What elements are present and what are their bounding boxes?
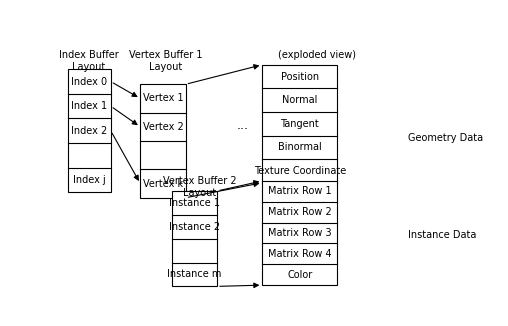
Bar	[262, 65, 337, 183]
Text: Vertex 1: Vertex 1	[143, 94, 183, 103]
Text: Geometry Data: Geometry Data	[408, 133, 483, 143]
Bar	[68, 69, 111, 192]
Text: Vertex Buffer 1
Layout: Vertex Buffer 1 Layout	[129, 51, 203, 72]
Text: Index 0: Index 0	[72, 77, 108, 86]
Text: Color: Color	[287, 270, 312, 280]
Text: Matrix Row 3: Matrix Row 3	[268, 228, 332, 238]
Text: (exploded view): (exploded view)	[278, 51, 357, 60]
Text: Matrix Row 2: Matrix Row 2	[268, 207, 332, 217]
Text: Instance m: Instance m	[167, 270, 221, 279]
Text: Instance Data: Instance Data	[408, 230, 477, 240]
Text: Index 1: Index 1	[72, 101, 108, 111]
Text: Binormal: Binormal	[278, 142, 322, 152]
Text: Instance 1: Instance 1	[169, 198, 220, 208]
Text: Index Buffer
Layout: Index Buffer Layout	[59, 51, 119, 72]
Text: Vertex 2: Vertex 2	[143, 122, 183, 132]
Text: Index j: Index j	[73, 175, 106, 185]
Bar	[262, 181, 337, 285]
Text: Vertex Buffer 2
Layout: Vertex Buffer 2 Layout	[163, 176, 236, 198]
Text: Index 2: Index 2	[71, 126, 108, 136]
Text: Position: Position	[280, 71, 319, 82]
Text: Texture Coordinate: Texture Coordinate	[253, 166, 346, 176]
Text: Matrix Row 1: Matrix Row 1	[268, 186, 332, 196]
Text: Instance 2: Instance 2	[169, 222, 220, 232]
Text: Normal: Normal	[282, 95, 318, 105]
Text: Matrix Row 4: Matrix Row 4	[268, 249, 332, 259]
Text: Tangent: Tangent	[280, 119, 319, 129]
Bar	[140, 84, 185, 198]
Bar	[172, 191, 217, 286]
Text: ...: ...	[237, 119, 248, 132]
Text: Vertex k: Vertex k	[143, 179, 183, 188]
